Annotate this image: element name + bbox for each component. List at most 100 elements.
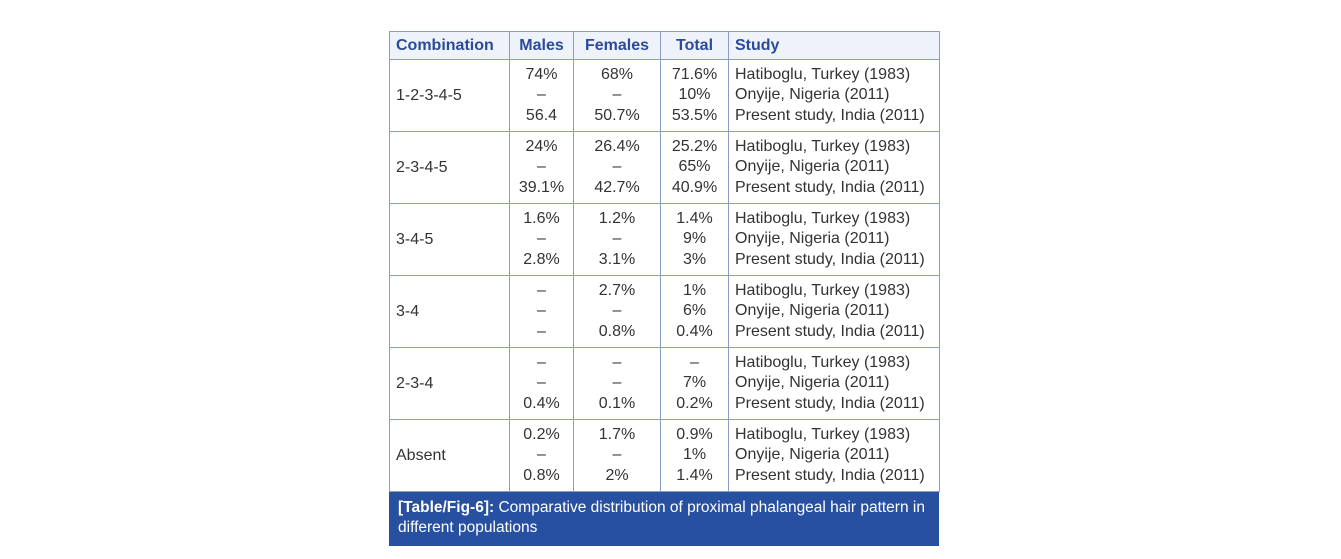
study-value: Present study, India (2011) bbox=[735, 322, 925, 340]
males-cell: 24% – 39.1% bbox=[509, 131, 574, 204]
study-value: Hatiboglu, Turkey (1983) bbox=[735, 281, 911, 299]
females-cell: 68% – 50.7% bbox=[573, 59, 661, 132]
total-value: 0.2% bbox=[676, 394, 713, 412]
study-value: Hatiboglu, Turkey (1983) bbox=[735, 65, 911, 83]
males-cell: 1.6% – 2.8% bbox=[509, 203, 574, 276]
males-value: – bbox=[537, 281, 546, 299]
total-value: 0.9% bbox=[676, 425, 713, 443]
females-value: 42.7% bbox=[594, 178, 640, 196]
females-cell: 1.7% – 2% bbox=[573, 419, 661, 492]
females-value: – bbox=[612, 302, 622, 320]
total-value: 53.5% bbox=[671, 106, 718, 124]
total-value: – bbox=[690, 353, 699, 371]
females-value: 50.7% bbox=[594, 106, 640, 124]
females-cell: 2.7% – 0.8% bbox=[573, 275, 661, 348]
males-value: – bbox=[537, 374, 546, 392]
study-value: Hatiboglu, Turkey (1983) bbox=[735, 209, 911, 227]
females-value: – bbox=[612, 374, 622, 392]
females-value: 0.1% bbox=[598, 394, 636, 412]
combination-cell: 3-4-5 bbox=[389, 203, 510, 276]
total-value: 6% bbox=[682, 302, 707, 320]
females-value: 3.1% bbox=[598, 250, 636, 268]
females-value: 2% bbox=[605, 466, 629, 484]
study-value: Present study, India (2011) bbox=[735, 466, 925, 484]
total-value: 1.4% bbox=[676, 209, 713, 227]
males-value: – bbox=[537, 158, 546, 176]
total-cell: – 7% 0.2% bbox=[660, 347, 729, 420]
males-value: 74% bbox=[525, 65, 558, 83]
total-cell: 1% 6% 0.4% bbox=[660, 275, 729, 348]
study-value: Onyije, Nigeria (2011) bbox=[735, 374, 890, 392]
total-value: 9% bbox=[682, 230, 707, 248]
males-value: 2.8% bbox=[523, 250, 560, 268]
table-row: 3-4 – – – 2.7% – 0.8% 1% 6% 0.4% Hatiboglu, Turkey… bbox=[389, 275, 940, 348]
females-cell: 1.2% – 3.1% bbox=[573, 203, 661, 276]
males-value: – bbox=[537, 302, 546, 320]
study-value: Hatiboglu, Turkey (1983) bbox=[735, 353, 911, 371]
total-value: 25.2% bbox=[671, 137, 718, 155]
study-cell: Hatiboglu, Turkey (1983) Onyije, Nigeria … bbox=[728, 203, 940, 276]
header-row: Combination Males Females Total Study bbox=[389, 31, 940, 60]
study-value: Present study, India (2011) bbox=[735, 106, 925, 124]
males-value: 0.4% bbox=[523, 394, 560, 412]
combination-cell: 3-4 bbox=[389, 275, 510, 348]
study-value: Present study, India (2011) bbox=[735, 250, 925, 268]
females-value: – bbox=[612, 446, 622, 464]
total-value: 1.4% bbox=[676, 466, 713, 484]
females-value: – bbox=[612, 158, 622, 176]
study-value: Onyije, Nigeria (2011) bbox=[735, 86, 890, 104]
study-value: Present study, India (2011) bbox=[735, 178, 925, 196]
table-row: 2-3-4 – – 0.4% – – 0.1% – 7% 0.2% Hatiboglu, Turke… bbox=[389, 347, 940, 420]
males-value: 24% bbox=[525, 137, 558, 155]
males-value: 56.4 bbox=[525, 106, 558, 124]
table-row: 1-2-3-4-5 74% – 56.4 68% – 50.7% 71.6% 10% 53.5% H… bbox=[389, 59, 940, 132]
column-header: Females bbox=[573, 31, 661, 60]
column-header: Combination bbox=[389, 31, 510, 60]
caption-text: Comparative distribution of proximal pha… bbox=[398, 499, 925, 536]
males-value: 39.1% bbox=[518, 178, 565, 196]
study-cell: Hatiboglu, Turkey (1983) Onyije, Nigeria … bbox=[728, 419, 940, 492]
females-value: 2.7% bbox=[598, 281, 636, 299]
table-row: 2-3-4-5 24% – 39.1% 26.4% – 42.7% 25.2% 65% 40.9%… bbox=[389, 131, 940, 204]
total-cell: 71.6% 10% 53.5% bbox=[660, 59, 729, 132]
table-body: 1-2-3-4-5 74% – 56.4 68% – 50.7% 71.6% 10% 53.5% H… bbox=[389, 59, 940, 492]
females-value: 68% bbox=[600, 65, 634, 83]
females-value: – bbox=[612, 86, 622, 104]
study-value: Onyije, Nigeria (2011) bbox=[735, 230, 890, 248]
combination-cell: Absent bbox=[389, 419, 510, 492]
total-value: 65% bbox=[678, 158, 711, 176]
column-header: Study bbox=[728, 31, 940, 60]
females-value: – bbox=[612, 353, 622, 371]
males-cell: 0.2% – 0.8% bbox=[509, 419, 574, 492]
total-value: 3% bbox=[682, 250, 707, 268]
column-header: Total bbox=[660, 31, 729, 60]
females-value: 1.7% bbox=[598, 425, 636, 443]
study-cell: Hatiboglu, Turkey (1983) Onyije, Nigeria … bbox=[728, 275, 940, 348]
study-value: Hatiboglu, Turkey (1983) bbox=[735, 137, 911, 155]
males-value: – bbox=[537, 353, 546, 371]
column-header: Males bbox=[509, 31, 574, 60]
data-table: Combination Males Females Total Study 1-2-3-… bbox=[389, 31, 940, 492]
caption: [Table/Fig-6]: Comparative distribution … bbox=[389, 492, 939, 546]
study-cell: Hatiboglu, Turkey (1983) Onyije, Nigeria … bbox=[728, 131, 940, 204]
males-cell: – – 0.4% bbox=[509, 347, 574, 420]
table-row: 3-4-5 1.6% – 2.8% 1.2% – 3.1% 1.4% 9% 3% Hatiboglu… bbox=[389, 203, 940, 276]
study-value: Onyije, Nigeria (2011) bbox=[735, 446, 890, 464]
study-value: Hatiboglu, Turkey (1983) bbox=[735, 425, 911, 443]
males-cell: – – – bbox=[509, 275, 574, 348]
total-cell: 25.2% 65% 40.9% bbox=[660, 131, 729, 204]
males-value: 1.6% bbox=[523, 209, 560, 227]
males-value: 0.2% bbox=[523, 425, 560, 443]
males-value: – bbox=[537, 446, 546, 464]
females-cell: 26.4% – 42.7% bbox=[573, 131, 661, 204]
females-value: 1.2% bbox=[598, 209, 636, 227]
study-cell: Hatiboglu, Turkey (1983) Onyije, Nigeria … bbox=[728, 347, 940, 420]
males-value: – bbox=[537, 230, 546, 248]
study-value: Onyije, Nigeria (2011) bbox=[735, 158, 890, 176]
table-row: Absent 0.2% – 0.8% 1.7% – 2% 0.9% 1% 1.4% Hatibogl… bbox=[389, 419, 940, 492]
males-value: – bbox=[537, 86, 546, 104]
total-cell: 0.9% 1% 1.4% bbox=[660, 419, 729, 492]
males-value: 0.8% bbox=[523, 466, 560, 484]
study-cell: Hatiboglu, Turkey (1983) Onyije, Nigeria … bbox=[728, 59, 940, 132]
